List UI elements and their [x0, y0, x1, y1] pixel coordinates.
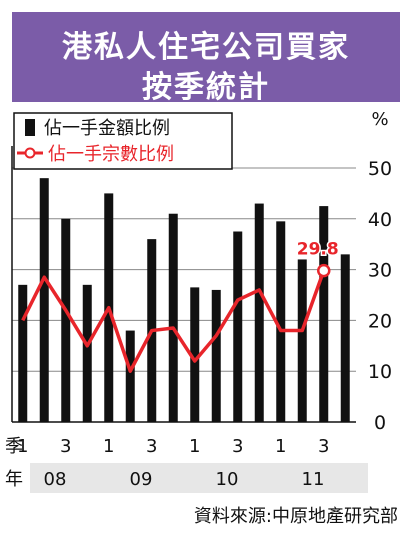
bar-09Q4 — [168, 213, 178, 422]
y-unit-label: % — [371, 109, 388, 130]
bar-11Q4 — [340, 254, 350, 422]
legend-swatch-marker — [24, 147, 36, 159]
legend-swatch-bar — [25, 119, 35, 136]
bar-10Q3 — [233, 231, 243, 422]
legend-label-bar: 佔一手金額比例 — [44, 118, 170, 139]
bar-10Q1 — [190, 287, 200, 422]
bar-08Q2 — [39, 178, 49, 422]
bar-10Q2 — [211, 289, 221, 422]
y-tick-label: 0 — [374, 412, 386, 434]
source-note: 資料來源:中原地產研究部 — [193, 506, 398, 527]
y-tick-label: 40 — [368, 209, 392, 231]
y-tick-label: 50 — [368, 158, 392, 180]
y-tick-label: 20 — [368, 310, 392, 332]
quarter-tick-label: 3 — [232, 436, 243, 457]
quarter-row-label: 季 — [5, 436, 23, 457]
line-series — [21, 270, 326, 373]
bar-11Q3 — [319, 206, 329, 422]
quarter-tick-label: 1 — [189, 436, 200, 457]
year-row-label: 年 — [5, 469, 23, 490]
quarter-tick-label: 3 — [146, 436, 157, 457]
bar-08Q4 — [82, 284, 92, 422]
data-label-29-8: 29.8 — [297, 240, 339, 260]
legend-label-line: 佔一手宗數比例 — [48, 144, 174, 165]
line-end-marker — [317, 263, 331, 278]
year-band — [30, 463, 368, 493]
chart-title: 港私人住宅公司買家 — [62, 30, 350, 65]
chart-subtitle: 按季統計 — [142, 70, 270, 105]
quarter-tick-label: 1 — [275, 436, 286, 457]
y-tick-label: 30 — [368, 260, 392, 282]
legend-box — [13, 112, 233, 170]
quarter-tick-label: 3 — [318, 436, 329, 457]
quarter-tick-label: 3 — [60, 436, 71, 457]
bar-09Q2 — [125, 330, 135, 422]
bar-08Q3 — [61, 218, 71, 422]
y-tick-label: 10 — [368, 361, 392, 383]
year-tick-label: 08 — [44, 469, 67, 490]
bar-08Q1 — [18, 284, 28, 422]
year-tick-label: 11 — [302, 469, 325, 490]
bar-11Q2 — [297, 259, 307, 422]
quarter-tick-label: 1 — [17, 436, 28, 457]
bar-11Q1 — [276, 221, 286, 422]
bar-10Q4 — [254, 203, 264, 422]
year-tick-label: 10 — [216, 469, 239, 490]
title-banner: 港私人住宅公司買家 按季統計 — [12, 12, 400, 105]
quarter-tick-label: 1 — [103, 436, 114, 457]
year-tick-label: 09 — [130, 469, 153, 490]
